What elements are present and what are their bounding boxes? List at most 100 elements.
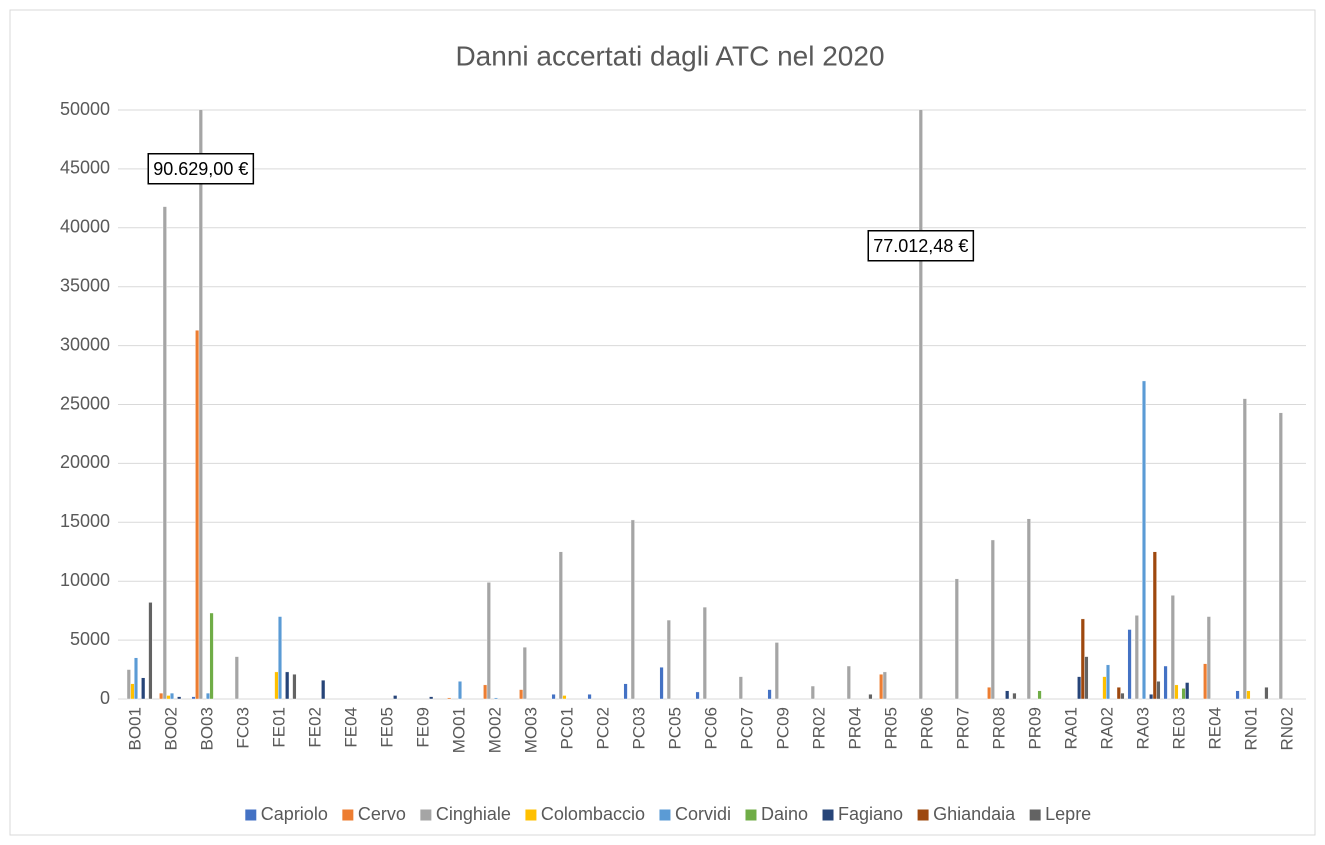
bar — [447, 697, 452, 700]
y-tick-label: 50000 — [60, 99, 110, 119]
bar — [623, 683, 628, 700]
bar — [133, 657, 138, 700]
x-tick-label: PC09 — [773, 707, 792, 750]
x-tick-label: RE04 — [1205, 707, 1224, 750]
x-tick-label: RN01 — [1241, 707, 1260, 750]
bar — [1181, 688, 1186, 700]
bar — [846, 665, 851, 700]
legend-label: Corvidi — [675, 804, 731, 824]
legend-swatch — [244, 808, 258, 822]
x-tick-label: FE01 — [269, 707, 288, 748]
bar — [494, 697, 499, 700]
legend-label: Fagiano — [838, 804, 903, 824]
bar — [1206, 616, 1211, 700]
legend-swatch — [419, 808, 433, 822]
x-tick-label: BO01 — [125, 707, 144, 750]
chart-title: Danni accertati dagli ATC nel 2020 — [455, 40, 884, 71]
x-tick-label: MO02 — [485, 707, 504, 753]
x-tick-label: MO03 — [521, 707, 540, 753]
bar — [162, 206, 167, 700]
labels: 0 5000 10000 15000 20000 25000 30000 35000 40000… — [60, 99, 1297, 824]
x-tick-label: PR02 — [809, 707, 828, 750]
data-label-box — [867, 230, 975, 262]
bar — [1246, 690, 1251, 700]
y-tick-label: 20000 — [60, 452, 110, 472]
x-tick-label: FE04 — [341, 707, 360, 748]
bar — [1005, 690, 1010, 700]
legend-swatch — [744, 808, 758, 822]
bar — [234, 656, 239, 700]
bar — [1127, 629, 1132, 700]
y-tick-label: 40000 — [60, 217, 110, 237]
bar — [191, 696, 196, 700]
bar — [659, 666, 664, 700]
x-tick-label: FE09 — [413, 707, 432, 748]
legend-label: Cinghiale — [436, 804, 511, 824]
x-tick-label: RA03 — [1133, 707, 1152, 750]
bar — [1185, 682, 1190, 700]
bar — [774, 642, 779, 700]
legend: Capriolo Cervo Cinghiale Colombaccio Corvidi… — [244, 804, 1091, 824]
bar — [1170, 595, 1175, 700]
x-tick-label: FE02 — [305, 707, 324, 748]
x-tick-label: PR06 — [917, 707, 936, 750]
data-label-box — [147, 153, 255, 185]
x-tick-label: FC03 — [233, 707, 252, 749]
bar — [1278, 412, 1283, 700]
legend-swatch — [524, 808, 538, 822]
bar — [1156, 681, 1161, 700]
bar — [285, 671, 290, 700]
legend-swatch — [658, 808, 672, 822]
x-tick-label: BO02 — [161, 707, 180, 750]
bar — [429, 696, 434, 700]
bar — [1120, 692, 1125, 700]
bar — [1149, 694, 1154, 700]
x-tick-label: FE05 — [377, 707, 396, 748]
legend-swatch — [341, 808, 355, 822]
legend-label: Lepre — [1045, 804, 1091, 824]
bar — [1084, 656, 1089, 700]
bar — [562, 695, 567, 700]
x-tick-label: PC01 — [557, 707, 576, 750]
bar — [1077, 676, 1082, 700]
x-tick-label: PC07 — [737, 707, 756, 750]
x-tick-label: PR08 — [989, 707, 1008, 750]
legend-swatch — [821, 808, 835, 822]
bar — [702, 606, 707, 700]
bar — [458, 681, 463, 700]
bar — [1235, 690, 1240, 700]
bar — [1012, 692, 1017, 700]
bar — [1203, 663, 1208, 700]
y-tick-label: 25000 — [60, 393, 110, 413]
bar — [666, 619, 671, 700]
bar — [954, 578, 959, 700]
x-tick-label: PR07 — [953, 707, 972, 750]
bar — [126, 669, 131, 700]
bar — [767, 689, 772, 700]
bar — [159, 692, 164, 700]
y-tick-label: 30000 — [60, 334, 110, 354]
legend-label: Daino — [761, 804, 808, 824]
bar — [278, 616, 283, 700]
legend-label: Colombaccio — [541, 804, 645, 824]
bar — [522, 646, 527, 700]
bar — [141, 677, 146, 700]
bar — [695, 691, 700, 700]
bar — [130, 683, 135, 700]
bar — [630, 519, 635, 700]
x-tick-label: MO01 — [449, 707, 468, 753]
y-tick-label: 15000 — [60, 511, 110, 531]
data-label: 90.629,00 € — [153, 159, 248, 179]
bar — [990, 539, 995, 700]
x-tick-label: BO03 — [197, 707, 216, 750]
bar — [292, 674, 297, 700]
bar — [987, 687, 992, 700]
bar — [519, 689, 524, 700]
bar — [810, 685, 815, 700]
bar — [1152, 551, 1157, 700]
bar — [274, 671, 279, 700]
bars — [126, 110, 1283, 700]
x-tick-label: PR09 — [1025, 707, 1044, 750]
legend-label: Cervo — [358, 804, 406, 824]
